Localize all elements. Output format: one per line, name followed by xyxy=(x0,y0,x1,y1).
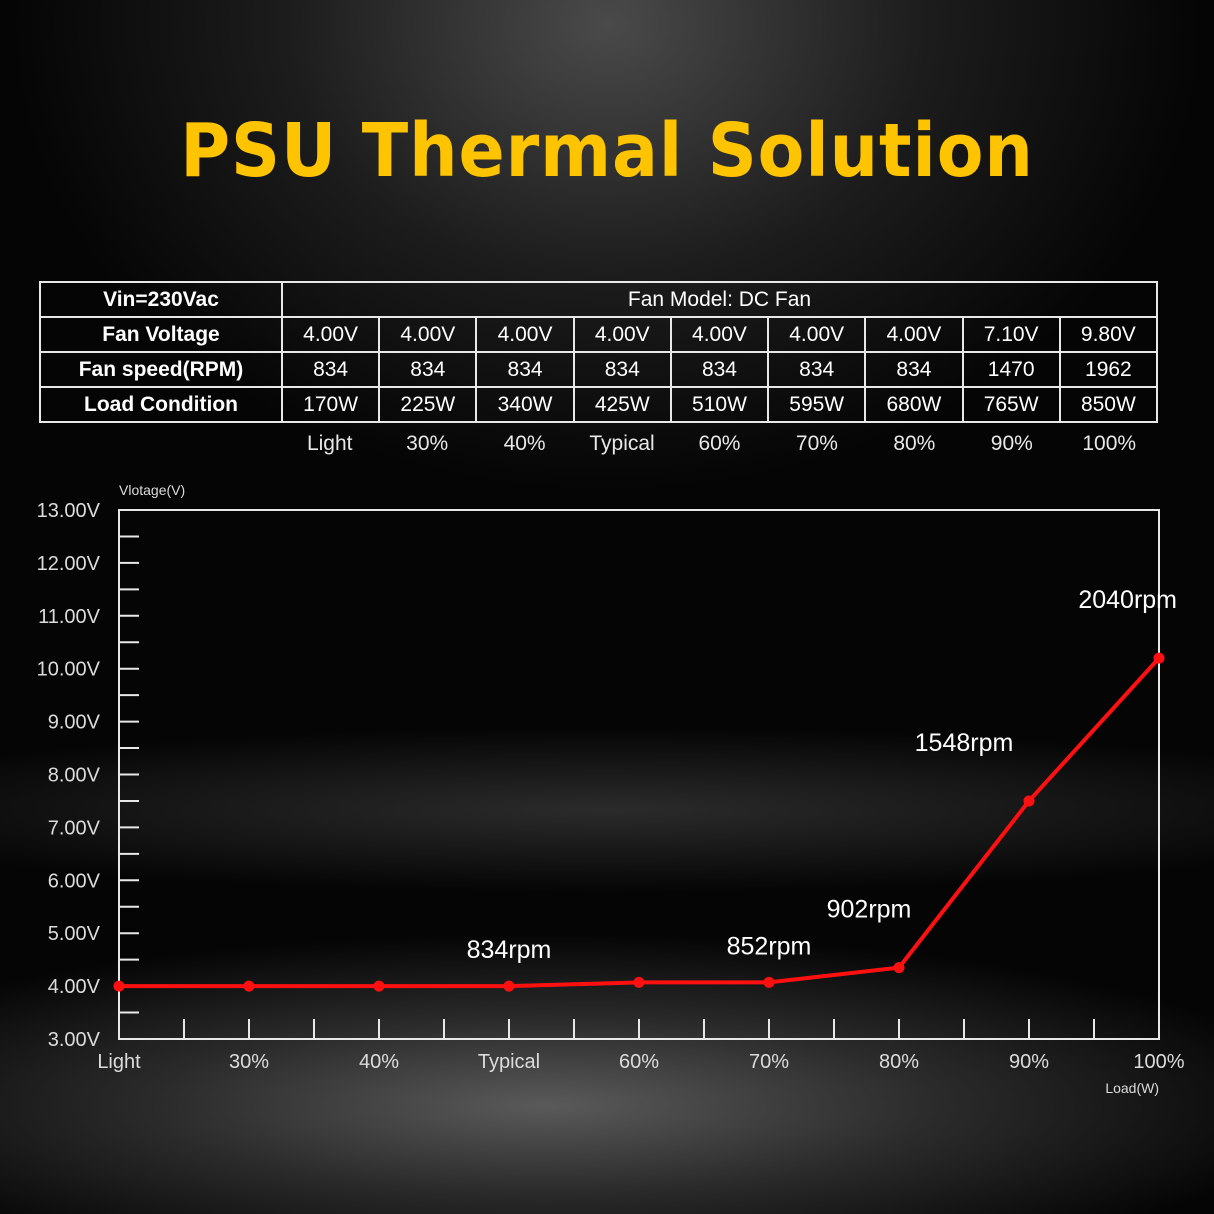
table-cell: 765W xyxy=(961,386,1061,423)
condition-label: 60% xyxy=(698,432,741,455)
y-tick-label: 5.00V xyxy=(48,923,101,945)
rpm-annotation: 834rpm xyxy=(467,936,552,964)
table-row: Fan speed(RPM) 834 834 834 834 834 834 8… xyxy=(39,351,1159,388)
row-label: Load Condition xyxy=(39,386,283,423)
condition-label: 90% xyxy=(990,432,1033,455)
data-point xyxy=(243,980,255,992)
data-point xyxy=(893,962,905,974)
data-point xyxy=(763,976,775,988)
table-cell: 510W xyxy=(669,386,770,423)
table-header-label: Vin=230Vac xyxy=(39,281,283,318)
x-tick-label: 90% xyxy=(1009,1051,1049,1073)
row-label: Fan speed(RPM) xyxy=(39,351,283,388)
table-cell: 850W xyxy=(1058,386,1159,423)
data-point xyxy=(1153,652,1165,664)
x-tick-label: 60% xyxy=(619,1051,659,1073)
data-point xyxy=(503,980,515,992)
table-cell: 834 xyxy=(280,351,381,388)
table-cell: 4.00V xyxy=(475,316,575,353)
page-title: PSU Thermal Solution xyxy=(180,108,1034,194)
table-cell: 425W xyxy=(572,386,672,423)
table-cell: 834 xyxy=(572,351,672,388)
x-tick-label: Typical xyxy=(478,1051,540,1073)
data-point xyxy=(633,976,645,988)
spec-table: Vin=230Vac Fan Model: DC Fan Fan Voltage… xyxy=(39,281,1159,423)
data-point xyxy=(1023,795,1035,807)
x-axis-label: Load(W) xyxy=(1105,1080,1159,1096)
y-tick-label: 11.00V xyxy=(38,606,101,628)
x-tick-label: Light xyxy=(97,1051,141,1073)
table-cell: 1470 xyxy=(961,351,1061,388)
table-cell: 340W xyxy=(475,386,575,423)
condition-label: 30% xyxy=(406,432,449,455)
table-cell: 170W xyxy=(280,386,381,423)
table-cell: 834 xyxy=(378,351,478,388)
y-tick-label: 12.00V xyxy=(37,553,101,575)
table-row: Fan Voltage 4.00V 4.00V 4.00V 4.00V 4.00… xyxy=(39,316,1159,353)
table-header-value: Fan Model: DC Fan xyxy=(281,281,1158,318)
y-tick-label: 9.00V xyxy=(48,712,101,734)
table-cell: 834 xyxy=(669,351,770,388)
condition-labels: Light 30% 40% Typical 60% 70% 80% 90% 10… xyxy=(281,432,1158,456)
table-cell: 4.00V xyxy=(864,316,964,353)
condition-label: 80% xyxy=(893,432,936,455)
table-header-row: Vin=230Vac Fan Model: DC Fan xyxy=(39,281,1158,318)
y-tick-label: 8.00V xyxy=(48,765,101,787)
table-cell: 4.00V xyxy=(280,316,381,353)
condition-label: 40% xyxy=(503,432,546,455)
rpm-annotation: 852rpm xyxy=(727,932,812,960)
table-cell: 680W xyxy=(864,386,964,423)
series-line xyxy=(119,656,1161,989)
table-cell: 834 xyxy=(475,351,575,388)
condition-label: Light xyxy=(306,432,353,455)
x-tick-label: 40% xyxy=(359,1051,399,1073)
x-tick-label: 80% xyxy=(879,1051,919,1073)
rpm-annotation: 1548rpm xyxy=(915,729,1014,757)
rpm-annotation: 2040rpm xyxy=(1078,586,1177,614)
table-cell: 834 xyxy=(864,351,964,388)
x-tick-label: 70% xyxy=(749,1051,789,1073)
x-tick-label: 100% xyxy=(1133,1051,1184,1073)
y-axis-label: Vlotage(V) xyxy=(119,482,185,498)
plot-frame xyxy=(118,509,1160,1040)
y-tick-label: 13.00V xyxy=(37,500,101,522)
table-cell: 225W xyxy=(378,386,478,423)
table-cell: 7.10V xyxy=(961,316,1061,353)
row-label: Fan Voltage xyxy=(39,316,283,353)
table-row: Load Condition 170W 225W 340W 425W 510W … xyxy=(39,386,1159,423)
table-cell: 4.00V xyxy=(572,316,672,353)
y-tick-label: 6.00V xyxy=(48,870,101,892)
data-point xyxy=(373,980,385,992)
table-cell: 595W xyxy=(767,386,867,423)
table-cell: 834 xyxy=(767,351,867,388)
x-tick-label: 30% xyxy=(229,1051,269,1073)
condition-label: 70% xyxy=(795,432,838,455)
y-tick-label: 4.00V xyxy=(48,976,101,998)
table-cell: 4.00V xyxy=(767,316,867,353)
condition-label: 100% xyxy=(1082,432,1137,455)
table-cell: 4.00V xyxy=(378,316,478,353)
table-cell: 9.80V xyxy=(1058,316,1159,353)
y-tick-label: 10.00V xyxy=(37,659,101,681)
y-tick-label: 3.00V xyxy=(48,1029,101,1051)
rpm-annotation: 902rpm xyxy=(827,896,912,924)
table-cell: 4.00V xyxy=(669,316,770,353)
y-tick-label: 7.00V xyxy=(48,817,101,839)
data-point xyxy=(113,980,125,992)
condition-label: Typical xyxy=(589,432,655,455)
table-cell: 1962 xyxy=(1058,351,1159,388)
